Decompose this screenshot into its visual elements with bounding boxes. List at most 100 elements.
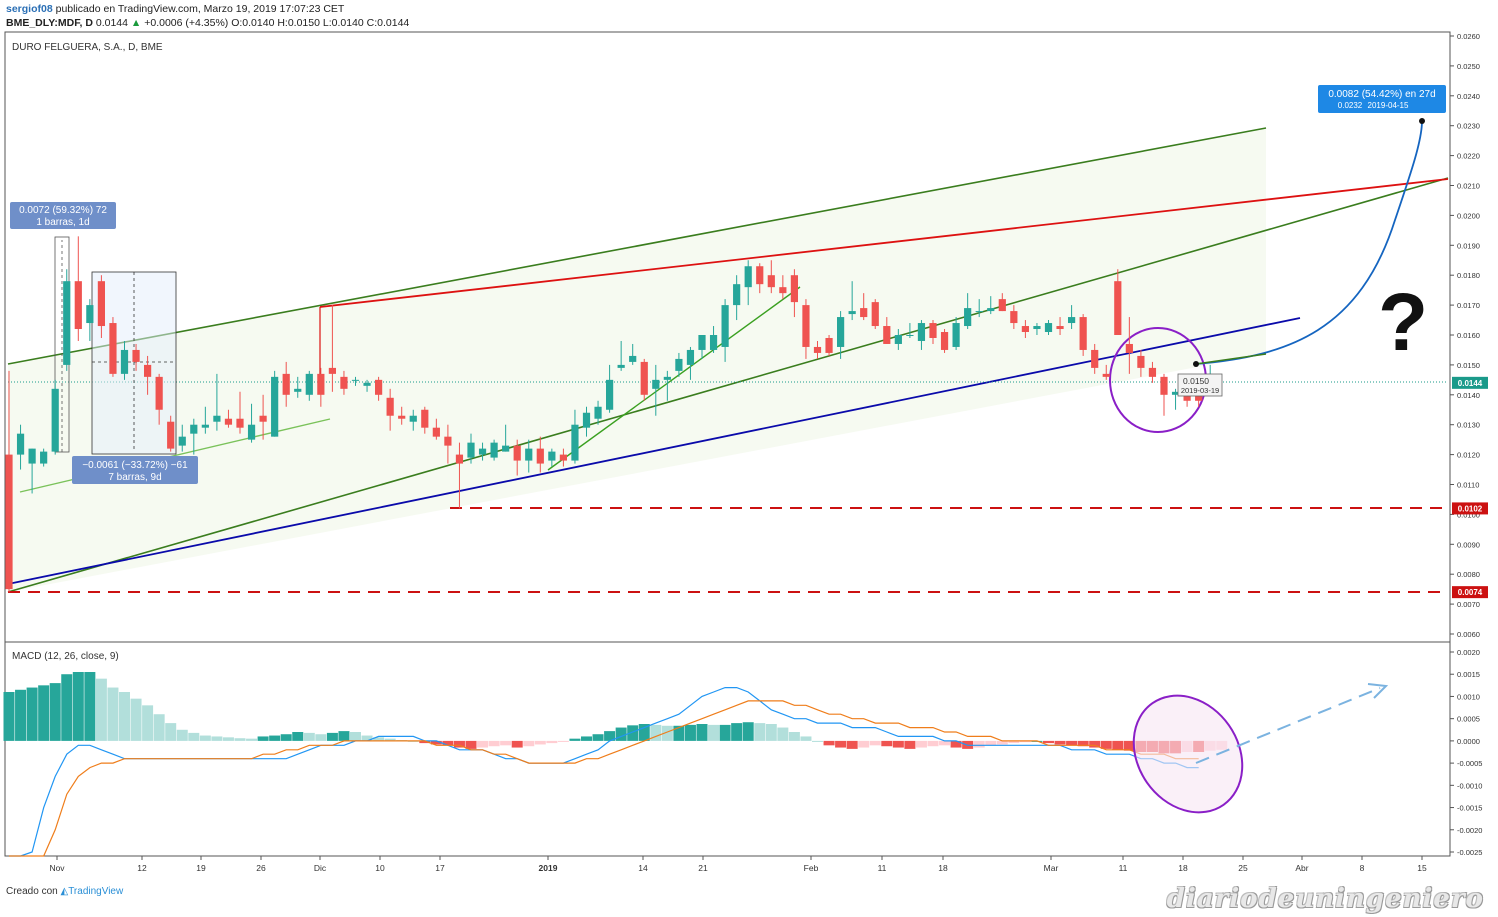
candle-body — [1079, 317, 1087, 350]
macd-histogram-bar — [835, 740, 847, 748]
macd-histogram-bar — [153, 714, 165, 741]
macd-tick-label: 0.0010 — [1457, 692, 1480, 701]
candle-body — [790, 275, 798, 303]
time-axis[interactable]: Nov 12 19 26 Dic 10 17 2019 14 21 Feb 11 18 Mar 11 18 25… — [49, 856, 1427, 873]
macd-histogram-bar — [38, 685, 50, 741]
time-tick-label: Mar — [1044, 863, 1059, 873]
price-axis[interactable]: 0.0260 0.0250 0.0240 0.0230 0.0220 0.0210 0.02… — [1450, 32, 1480, 639]
candle-body — [663, 376, 671, 380]
macd-histogram-bar — [696, 724, 708, 741]
highlight-circle-macd — [1132, 694, 1244, 814]
watermark-logo: diariodeuningeniero — [1166, 884, 1484, 914]
time-tick-label: 18 — [938, 863, 948, 873]
candle-body — [328, 367, 336, 374]
candle-body — [940, 332, 949, 350]
measure-up-label: 0.0072 (59.32%) 72 1 barras, 1d — [10, 202, 116, 229]
macd-histogram-bar — [107, 687, 119, 741]
candle-body — [398, 415, 406, 419]
candle-body — [1160, 376, 1168, 395]
macd-tick-label: -0.0015 — [1457, 804, 1482, 813]
trend-drawings: ? — [7, 118, 1449, 593]
macd-histogram-bar — [1112, 740, 1124, 750]
candle-body — [652, 379, 660, 389]
candle-body — [686, 349, 695, 365]
candle-body — [802, 305, 810, 347]
macd-histogram-bar — [1123, 740, 1135, 751]
chart-header: sergiof08 publicado en TradingView.com, … — [6, 2, 409, 30]
candle-body — [756, 266, 764, 285]
time-tick-label: 21 — [698, 863, 708, 873]
candle-body — [629, 355, 637, 362]
footer: Creado con ◭TradingView — [6, 886, 123, 897]
up-arrow-icon: ▲ — [130, 17, 142, 29]
candle-body — [571, 424, 579, 461]
macd-histogram-bar — [1019, 740, 1031, 743]
macd-histogram-bar — [453, 740, 465, 748]
candle-body — [167, 421, 175, 449]
candle-body — [617, 364, 625, 368]
price-tick-label: 0.0110 — [1457, 481, 1479, 490]
price-tick-label: 0.0230 — [1457, 122, 1480, 131]
macd-histogram-bar — [72, 672, 84, 741]
macd-histogram-bar — [350, 732, 361, 741]
candle-body — [409, 415, 417, 422]
channel-upper-line — [7, 127, 1267, 365]
macd-tick-label: -0.0025 — [1457, 848, 1482, 857]
macd-histogram-bar — [996, 740, 1008, 745]
macd-pane-title: MACD (12, 26, close, 9) — [12, 651, 119, 662]
price-labels: 0.0144 0.0102 0.0074 — [1452, 376, 1488, 599]
macd-histogram-bar — [130, 698, 142, 741]
candle-body — [675, 358, 683, 371]
candle-body — [40, 451, 48, 464]
measure-down-line1: −0.0061 (−33.72%) −61 — [82, 460, 188, 471]
candle-body — [1102, 373, 1110, 377]
macd-histogram-bar — [731, 723, 743, 741]
macd-histogram-bar — [869, 740, 881, 746]
macd-histogram-bar — [119, 692, 130, 741]
candle-body — [1137, 355, 1145, 368]
candle-body — [97, 281, 105, 327]
macd-histogram-bar — [904, 740, 916, 749]
macd-histogram — [3, 672, 1228, 754]
macd-histogram-bar — [315, 734, 327, 741]
candle-body — [247, 424, 256, 440]
candle-body — [455, 454, 464, 464]
macd-histogram-bar — [442, 740, 454, 746]
candle-body — [975, 311, 983, 313]
support-line — [7, 317, 1301, 585]
macd-histogram-bar — [165, 723, 177, 741]
price-tick-label: 0.0140 — [1457, 391, 1480, 400]
footer-brand[interactable]: TradingView — [68, 886, 124, 897]
candle-body — [190, 424, 198, 434]
macd-histogram-bar — [1077, 740, 1089, 747]
candle-body — [594, 406, 602, 419]
price-tick-label: 0.0180 — [1457, 271, 1480, 280]
macd-histogram-bar — [246, 738, 258, 741]
candle-body — [1010, 311, 1018, 324]
candle-body — [1171, 391, 1180, 395]
macd-histogram-bar — [3, 692, 15, 741]
macd-tick-label: 0.0015 — [1457, 670, 1480, 679]
price-change: +0.0006 (+4.35%) — [144, 17, 229, 29]
time-tick-label: 14 — [638, 863, 648, 873]
symbol-info: BME_DLY:MDF, D 0.0144 ▲ +0.0006 (+4.35%)… — [6, 16, 409, 30]
candle-body — [144, 364, 152, 377]
macd-histogram-bar — [604, 731, 616, 741]
candle-body — [1114, 281, 1122, 335]
last-price: 0.0144 — [95, 17, 128, 29]
price-tick-label: 0.0200 — [1457, 211, 1480, 220]
price-label-box — [1452, 502, 1488, 515]
author-link[interactable]: sergiof08 — [6, 3, 53, 15]
candle-body — [860, 308, 868, 318]
macd-histogram-bar — [846, 740, 858, 749]
macd-histogram-bar — [477, 740, 489, 748]
candle-body — [1068, 317, 1076, 324]
price-tick-label: 0.0120 — [1457, 451, 1480, 460]
macd-tick-label: 0.0000 — [1457, 737, 1480, 746]
macd-histogram-bar — [708, 724, 720, 741]
macd-axis[interactable]: 0.0020 0.0015 0.0010 0.0005 0.0000 -0.0005 -0.… — [1450, 648, 1482, 857]
candle-body — [259, 415, 267, 422]
tradingview-logo-icon: ◭ — [60, 886, 69, 897]
candle-body — [744, 266, 752, 288]
